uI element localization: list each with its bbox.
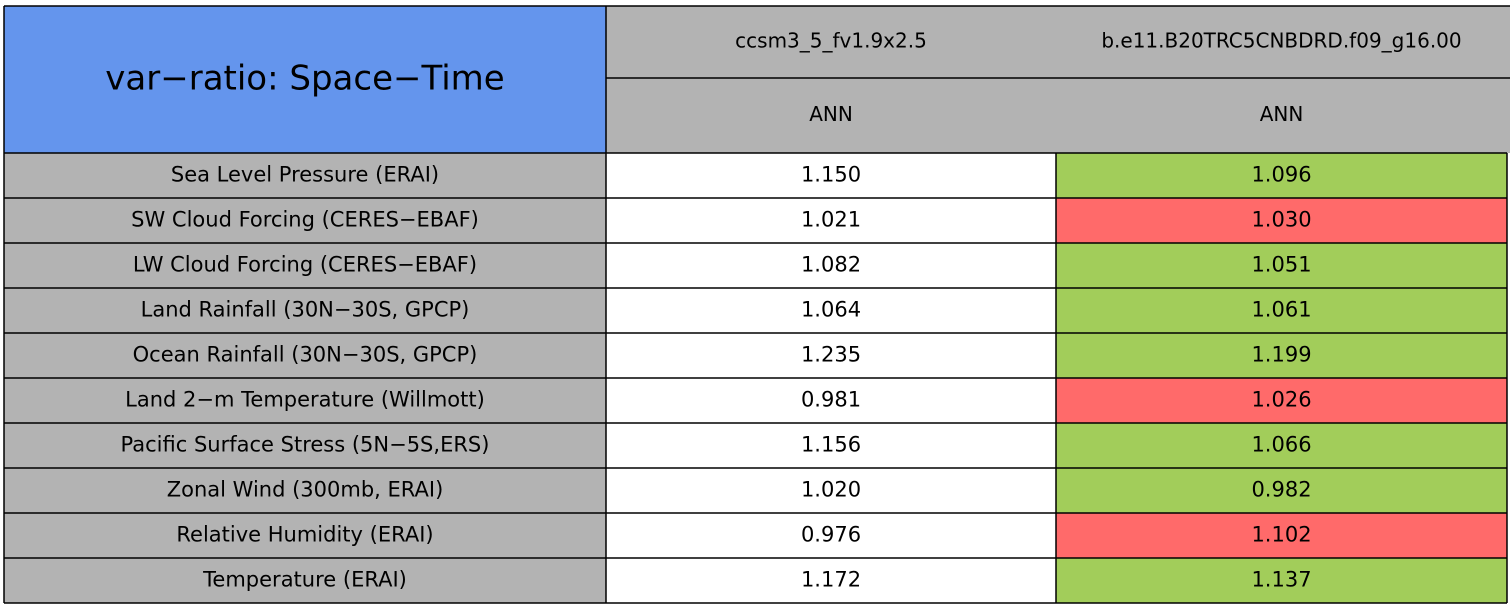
value-cell	[606, 333, 1056, 378]
season: ANN	[809, 102, 853, 126]
value-cell	[606, 243, 1056, 288]
status-cell	[1056, 378, 1507, 423]
status-cell	[1056, 243, 1507, 288]
row-label: Land 2−m Temperature (Willmott)	[125, 388, 485, 412]
cell-value: 1.137	[1251, 568, 1311, 592]
row-label-cell	[4, 513, 606, 558]
row-label-cell	[4, 558, 606, 603]
value-cell	[606, 198, 1056, 243]
row-label-cell	[4, 333, 606, 378]
row-label: Sea Level Pressure (ERAI)	[171, 163, 439, 187]
row-label-cell	[4, 378, 606, 423]
cell-value: 1.156	[801, 433, 861, 457]
cell-value: 0.981	[801, 388, 861, 412]
status-cell	[1056, 333, 1507, 378]
row-label-cell	[4, 423, 606, 468]
cell-value: 1.051	[1251, 253, 1311, 277]
season: ANN	[1260, 102, 1304, 126]
row-label-cell	[4, 288, 606, 333]
case-name: ccsm3_5_fv1.9x2.5	[735, 29, 927, 53]
cell-value: 1.026	[1251, 388, 1311, 412]
value-cell	[606, 468, 1056, 513]
row-label-cell	[4, 468, 606, 513]
row-label: Temperature (ERAI)	[202, 568, 407, 592]
status-cell	[1056, 468, 1507, 513]
row-label-cell	[4, 198, 606, 243]
row-label-cell	[4, 153, 606, 198]
status-cell	[1056, 198, 1507, 243]
cell-value: 1.199	[1251, 343, 1311, 367]
value-cell	[606, 423, 1056, 468]
cell-value: 1.030	[1251, 208, 1311, 232]
value-cell	[606, 288, 1056, 333]
cell-value: 1.061	[1251, 298, 1311, 322]
cell-value: 1.235	[801, 343, 861, 367]
row-label: Relative Humidity (ERAI)	[176, 523, 433, 547]
value-cell	[606, 513, 1056, 558]
title-cell	[4, 6, 606, 153]
value-cell	[606, 558, 1056, 603]
status-cell	[1056, 153, 1507, 198]
status-cell	[1056, 513, 1507, 558]
status-cell	[1056, 558, 1507, 603]
case-name: b.e11.B20TRC5CNBDRD.f09_g16.00	[1101, 29, 1461, 53]
value-cell	[606, 153, 1056, 198]
row-label: Zonal Wind (300mb, ERAI)	[167, 478, 444, 502]
cell-value: 1.021	[801, 208, 861, 232]
row-label: Land Rainfall (30N−30S, GPCP)	[141, 298, 470, 322]
row-label-cell	[4, 243, 606, 288]
row-label: Pacific Surface Stress (5N−5S,ERS)	[121, 433, 490, 457]
header-cells	[606, 6, 1510, 153]
status-cell	[1056, 423, 1507, 468]
cell-value: 1.096	[1251, 163, 1311, 187]
cell-value: 1.102	[1251, 523, 1311, 547]
cell-value: 0.976	[801, 523, 861, 547]
value-cell	[606, 378, 1056, 423]
row-label: SW Cloud Forcing (CERES−EBAF)	[131, 208, 479, 232]
cell-value: 1.064	[801, 298, 861, 322]
cell-value: 1.066	[1251, 433, 1311, 457]
cell-value: 1.150	[801, 163, 861, 187]
status-cell	[1056, 288, 1507, 333]
cell-value: 1.020	[801, 478, 861, 502]
row-label: Ocean Rainfall (30N−30S, GPCP)	[133, 343, 478, 367]
cell-value: 1.172	[801, 568, 861, 592]
table-title: var−ratio: Space−Time	[105, 59, 504, 99]
cell-value: 1.082	[801, 253, 861, 277]
cell-value: 0.982	[1251, 478, 1311, 502]
row-label: LW Cloud Forcing (CERES−EBAF)	[133, 253, 477, 277]
